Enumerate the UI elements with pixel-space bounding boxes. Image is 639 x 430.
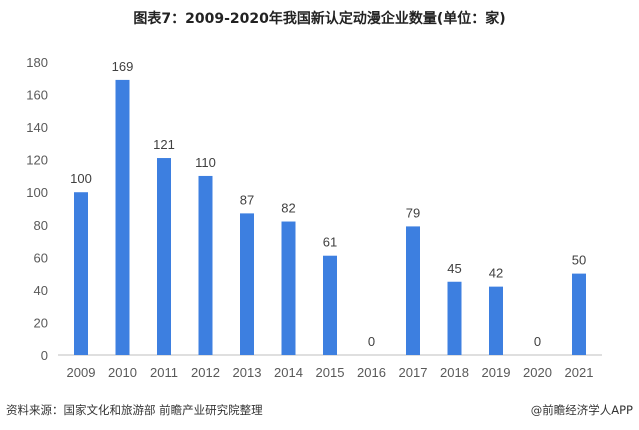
y-tick-label: 120 xyxy=(26,153,48,168)
data-label: 87 xyxy=(240,192,254,207)
x-tick-label: 2015 xyxy=(316,365,345,380)
x-tick-label: 2010 xyxy=(108,365,137,380)
bar xyxy=(406,226,420,355)
data-label: 61 xyxy=(323,235,337,250)
data-label: 82 xyxy=(281,201,295,216)
bar-chart: 0 20 40 60 80 100 120 140 160 180 100 2009 169 2010 12… xyxy=(26,55,602,380)
data-label: 100 xyxy=(70,171,92,186)
bar xyxy=(323,255,337,355)
x-tick-label: 2021 xyxy=(565,365,594,380)
source-note: 资料来源：国家文化和旅游部 前瞻产业研究院整理 xyxy=(6,403,263,417)
x-tick-label: 2019 xyxy=(482,365,511,380)
x-tick-label: 2017 xyxy=(399,365,428,380)
x-tick-label: 2013 xyxy=(233,365,262,380)
data-label: 45 xyxy=(447,261,461,276)
x-tick-label: 2009 xyxy=(67,365,96,380)
bar xyxy=(572,273,586,355)
x-tick-label: 2020 xyxy=(523,365,552,380)
data-label: 42 xyxy=(489,266,503,281)
x-tick-label: 2011 xyxy=(150,365,178,380)
brand-label: @前瞻经济学人APP xyxy=(530,403,633,417)
bar xyxy=(489,286,503,355)
chart-title: 图表7：2009-2020年我国新认定动漫企业数量(单位：家) xyxy=(133,11,506,27)
y-tick-label: 60 xyxy=(34,250,48,265)
y-tick-label: 160 xyxy=(26,88,48,103)
bar xyxy=(74,192,88,355)
data-label: 121 xyxy=(153,137,175,152)
data-label: 50 xyxy=(572,253,586,268)
bar xyxy=(115,79,130,356)
y-tick-label: 20 xyxy=(34,315,48,330)
y-tick-label: 100 xyxy=(26,185,48,200)
y-tick-label: 140 xyxy=(26,120,48,135)
x-tick-label: 2018 xyxy=(440,365,469,380)
y-tick-label: 40 xyxy=(34,283,48,298)
bar xyxy=(447,281,462,355)
data-label: 110 xyxy=(195,155,216,170)
bar xyxy=(240,213,254,355)
data-label: 79 xyxy=(406,205,420,220)
y-tick-label: 0 xyxy=(41,348,48,363)
bar xyxy=(198,175,213,355)
y-tick-label: 80 xyxy=(34,218,48,233)
x-tick-label: 2014 xyxy=(274,365,303,380)
bar xyxy=(281,221,296,355)
data-label: 0 xyxy=(534,334,541,349)
bar xyxy=(157,158,171,355)
y-tick-label: 180 xyxy=(26,55,48,70)
x-tick-label: 2016 xyxy=(357,365,386,380)
data-label: 169 xyxy=(112,59,134,74)
data-label: 0 xyxy=(368,334,375,349)
x-tick-label: 2012 xyxy=(191,365,220,380)
